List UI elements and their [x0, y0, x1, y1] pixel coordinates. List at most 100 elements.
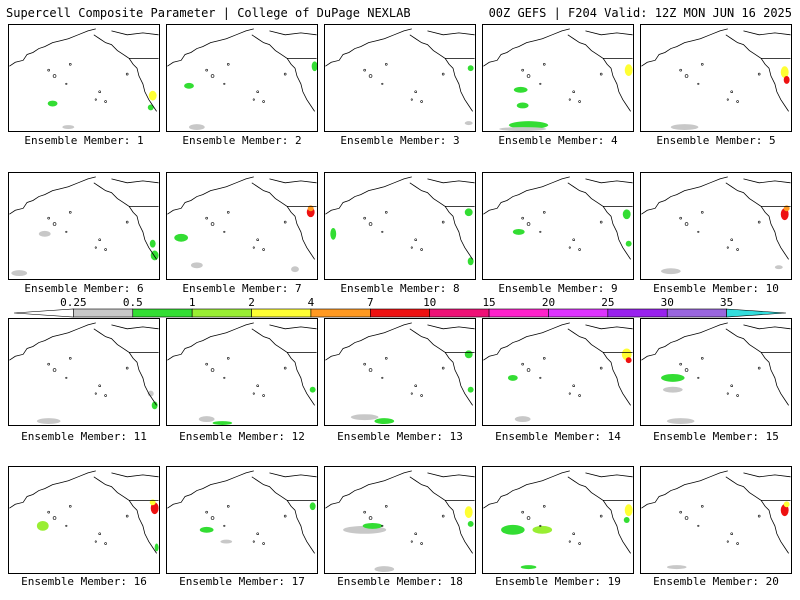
scp-contour: [666, 418, 695, 425]
ensemble-map-13: [324, 318, 476, 426]
scp-contour: [783, 501, 790, 508]
island-outline: [542, 504, 546, 508]
scp-contour: [11, 270, 28, 277]
island-outline: [94, 392, 97, 395]
island-outline: [521, 510, 524, 514]
coastline: [325, 28, 475, 112]
island-outline: [526, 368, 531, 372]
scp-contour: [499, 127, 547, 131]
island-outline: [223, 82, 226, 85]
scp-contour: [467, 520, 474, 527]
scp-contour: [507, 374, 518, 381]
island-outline: [757, 366, 761, 370]
scp-contour: [780, 66, 789, 78]
scp-contour: [330, 227, 337, 240]
scp-contour: [374, 566, 395, 573]
ensemble-member-label: Ensemble Member: 12: [179, 430, 305, 443]
ensemble-member-label: Ensemble Member: 11: [21, 430, 147, 443]
island-outline: [521, 68, 524, 72]
island-outline: [526, 222, 531, 226]
island-outline: [94, 540, 97, 543]
island-outline: [384, 62, 388, 66]
island-outline: [384, 356, 388, 360]
ensemble-member-label: Ensemble Member: 15: [653, 430, 779, 443]
scp-contour: [62, 125, 75, 130]
island-outline: [730, 238, 733, 242]
colorbar-tick-label: 15: [482, 296, 495, 309]
island-outline: [441, 72, 445, 76]
coastline: [641, 470, 791, 554]
ensemble-member-label: Ensemble Member: 6: [24, 282, 144, 295]
ensemble-member-label: Ensemble Member: 4: [498, 134, 618, 147]
ensemble-map-11: [8, 318, 160, 426]
island-outline: [526, 516, 531, 520]
colorbar-segment: [726, 308, 787, 318]
scp-contour: [464, 350, 473, 359]
ensemble-member-label: Ensemble Member: 18: [337, 575, 463, 588]
colorbar-segment: [132, 308, 193, 318]
island-outline: [125, 366, 129, 370]
island-outline: [65, 376, 68, 379]
island-outline: [599, 514, 603, 518]
island-outline: [94, 246, 97, 249]
island-outline: [52, 222, 57, 226]
island-outline: [697, 524, 700, 527]
scp-contour: [625, 357, 632, 364]
ensemble-member-label: Ensemble Member: 1: [24, 134, 144, 147]
island-outline: [441, 366, 445, 370]
valid-time-label: 00Z GEFS | F204 Valid: 12Z MON JUN 16 20…: [488, 6, 792, 20]
coastline: [9, 28, 159, 112]
island-outline: [210, 516, 215, 520]
coastline: [9, 322, 159, 406]
scp-contour: [780, 504, 789, 517]
scp-contour: [464, 208, 473, 217]
coastline: [9, 176, 159, 260]
island-outline: [679, 510, 682, 514]
island-outline: [700, 504, 704, 508]
scp-contour: [199, 526, 214, 533]
island-outline: [572, 384, 575, 388]
scp-contour: [362, 522, 383, 529]
island-outline: [684, 74, 689, 78]
scp-contour: [311, 61, 317, 72]
island-outline: [726, 98, 729, 101]
island-outline: [98, 238, 101, 242]
scp-contour: [783, 76, 790, 84]
island-outline: [363, 216, 366, 220]
island-outline: [205, 68, 208, 72]
island-outline: [363, 362, 366, 366]
coastline: [483, 322, 633, 406]
colorbar-segment: [251, 308, 312, 318]
island-outline: [726, 392, 729, 395]
scp-contour: [307, 205, 314, 212]
island-outline: [252, 392, 255, 395]
scp-contour: [532, 525, 553, 534]
ensemble-member-label: Ensemble Member: 19: [495, 575, 621, 588]
island-outline: [410, 392, 413, 395]
coastline: [325, 470, 475, 554]
coastline: [167, 322, 317, 406]
coastline: [641, 322, 791, 406]
island-outline: [210, 74, 215, 78]
island-outline: [125, 514, 129, 518]
scp-contour: [661, 373, 685, 382]
island-outline: [700, 62, 704, 66]
island-outline: [736, 542, 739, 545]
scp-contour: [467, 386, 474, 393]
island-outline: [726, 540, 729, 543]
ensemble-map-4: [482, 24, 634, 132]
island-outline: [572, 90, 575, 94]
colorbar-tick-label: 10: [423, 296, 436, 309]
island-outline: [210, 222, 215, 226]
scp-contour: [501, 524, 525, 535]
colorbar-segment: [666, 308, 727, 318]
island-outline: [52, 74, 57, 78]
island-outline: [526, 74, 531, 78]
island-outline: [65, 524, 68, 527]
island-outline: [363, 510, 366, 514]
island-outline: [68, 356, 72, 360]
scp-contour: [661, 268, 681, 275]
island-outline: [65, 82, 68, 85]
island-outline: [98, 532, 101, 536]
colorbar-segment: [607, 308, 668, 318]
